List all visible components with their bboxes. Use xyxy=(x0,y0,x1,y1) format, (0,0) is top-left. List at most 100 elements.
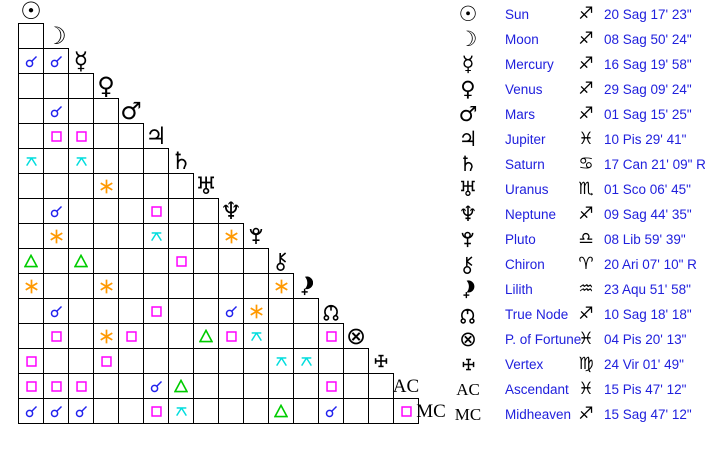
sextile-icon xyxy=(224,229,239,244)
sextile-icon xyxy=(274,279,289,294)
aspect-cell xyxy=(143,398,169,424)
planet-icon-cell: ♅ xyxy=(452,177,484,202)
aspect-cell xyxy=(243,348,269,374)
aspect-cell xyxy=(43,223,69,249)
ascendant-icon: AC xyxy=(456,380,480,399)
quincunx-icon xyxy=(75,155,88,168)
aspect-cell xyxy=(43,323,69,349)
planet-position: 24 Vir 01' 49" xyxy=(604,357,684,372)
square-icon xyxy=(50,130,63,143)
trine-icon xyxy=(74,254,88,268)
planet-name: True Node xyxy=(505,307,569,322)
square-icon xyxy=(400,405,413,418)
aspect-cell xyxy=(18,248,44,274)
sagittarius-icon: ♐ xyxy=(578,4,594,24)
planet-icon-cell: AC xyxy=(452,377,484,402)
jupiter-icon: ♃ xyxy=(458,127,478,151)
planet-table-row: ☉ Sun ♐ 20 Sag 17' 23" xyxy=(0,2,705,27)
planet-position: 23 Aqu 51' 58" xyxy=(604,282,691,297)
aspect-cell xyxy=(218,248,244,274)
planet-icon-cell: ☉ xyxy=(452,2,484,27)
planet-glyph-cell: AC xyxy=(393,373,419,399)
aspect-cell xyxy=(268,398,294,424)
planet-name: Moon xyxy=(505,32,539,47)
neptune-icon: ♆ xyxy=(458,202,478,226)
sextile-icon xyxy=(49,229,64,244)
planet-table-row: ♀ Venus ♐ 29 Sag 09' 24" xyxy=(0,77,705,102)
midheaven-icon: MC xyxy=(416,400,446,422)
libra-icon: ♎ xyxy=(578,229,594,249)
planet-table-row: ⊗ P. of Fortune ♓ 04 Pis 20' 13" xyxy=(0,327,705,352)
planet-name: Lilith xyxy=(505,282,533,297)
planet-glyph-cell xyxy=(318,298,344,324)
aspect-cell xyxy=(93,398,119,424)
aspect-cell xyxy=(293,298,319,324)
planet-table-row: ♂ Mars ♐ 01 Sag 15' 25" xyxy=(0,102,705,127)
moon-icon: ☽ xyxy=(458,27,478,51)
aspect-cell xyxy=(68,248,94,274)
trine-icon xyxy=(174,379,188,393)
planet-table-row: ☽ Moon ♐ 08 Sag 50' 24" xyxy=(0,27,705,52)
aspect-cell xyxy=(293,398,319,424)
planet-table-row: Pluto ♎ 08 Lib 59' 39" xyxy=(0,227,705,252)
conjunction-icon xyxy=(50,205,63,218)
planet-table-row: AC Ascendant ♓ 15 Pis 47' 12" xyxy=(0,377,705,402)
planet-name: Ascendant xyxy=(505,382,569,397)
conjunction-icon xyxy=(25,405,38,418)
aspect-cell xyxy=(68,223,94,249)
planet-table-row: ♄ Saturn ♋ 17 Can 21' 09" R xyxy=(0,152,705,177)
pisces-icon: ♓ xyxy=(578,329,594,349)
planet-name: Chiron xyxy=(505,257,545,272)
planet-glyph-cell: ☿ xyxy=(68,48,94,74)
sextile-icon xyxy=(24,279,39,294)
sagittarius-icon: ♐ xyxy=(578,404,594,424)
planet-table-row: True Node ♐ 10 Sag 18' 18" xyxy=(0,302,705,327)
square-icon xyxy=(175,255,188,268)
part-of-fortune-icon: ⊗ xyxy=(459,327,477,351)
planet-table-row: ♆ Neptune ♐ 09 Sag 44' 35" xyxy=(0,202,705,227)
planet-position: 17 Can 21' 09" R xyxy=(604,157,705,172)
mars-icon: ♂ xyxy=(120,97,142,125)
planet-glyph-cell: ⊗ xyxy=(343,323,369,349)
quincunx-icon xyxy=(175,405,188,418)
trine-icon xyxy=(274,404,288,418)
planet-table-row: Lilith ♒ 23 Aqu 51' 58" xyxy=(0,277,705,302)
aspect-cell xyxy=(218,298,244,324)
planet-table-row: ♅ Uranus ♏ 01 Sco 06' 45" xyxy=(0,177,705,202)
saturn-icon: ♄ xyxy=(458,152,478,176)
quincunx-icon xyxy=(150,230,163,243)
sagittarius-icon: ♐ xyxy=(578,104,594,124)
true-node-icon xyxy=(323,302,339,321)
planet-icon-cell: ⊗ xyxy=(452,327,484,352)
planet-icon-cell: ♆ xyxy=(452,202,484,227)
square-icon xyxy=(50,330,63,343)
square-icon xyxy=(150,205,163,218)
lilith-icon xyxy=(461,280,475,299)
sagittarius-icon: ♐ xyxy=(578,79,594,99)
aspect-cell xyxy=(318,373,344,399)
aspect-cell xyxy=(168,323,194,349)
quincunx-icon xyxy=(250,330,263,343)
sun-icon: ☉ xyxy=(458,2,478,26)
sagittarius-icon: ♐ xyxy=(578,204,594,224)
planet-icon-cell: ♀ xyxy=(452,77,484,102)
pisces-icon: ♓ xyxy=(578,379,594,399)
cancer-icon: ♋ xyxy=(578,154,594,174)
aspect-cell xyxy=(143,148,169,174)
aspect-cell xyxy=(43,98,69,124)
planet-glyph-cell xyxy=(368,348,394,374)
aspect-cell xyxy=(68,348,94,374)
moon-icon: ☽ xyxy=(45,22,67,50)
aspect-cell xyxy=(93,348,119,374)
planet-icon-cell xyxy=(452,277,484,302)
aspect-cell xyxy=(393,398,419,424)
aspect-cell xyxy=(18,398,44,424)
planet-icon-cell: ♃ xyxy=(452,127,484,152)
planet-icon-cell xyxy=(452,302,484,327)
aspect-cell xyxy=(118,223,144,249)
conjunction-icon xyxy=(225,305,238,318)
planet-icon-cell xyxy=(452,227,484,252)
planet-icon-cell: MC xyxy=(452,402,484,427)
uranus-icon: ♅ xyxy=(195,172,217,200)
planet-table-row: MC Midheaven ♐ 15 Sag 47' 12" xyxy=(0,402,705,427)
